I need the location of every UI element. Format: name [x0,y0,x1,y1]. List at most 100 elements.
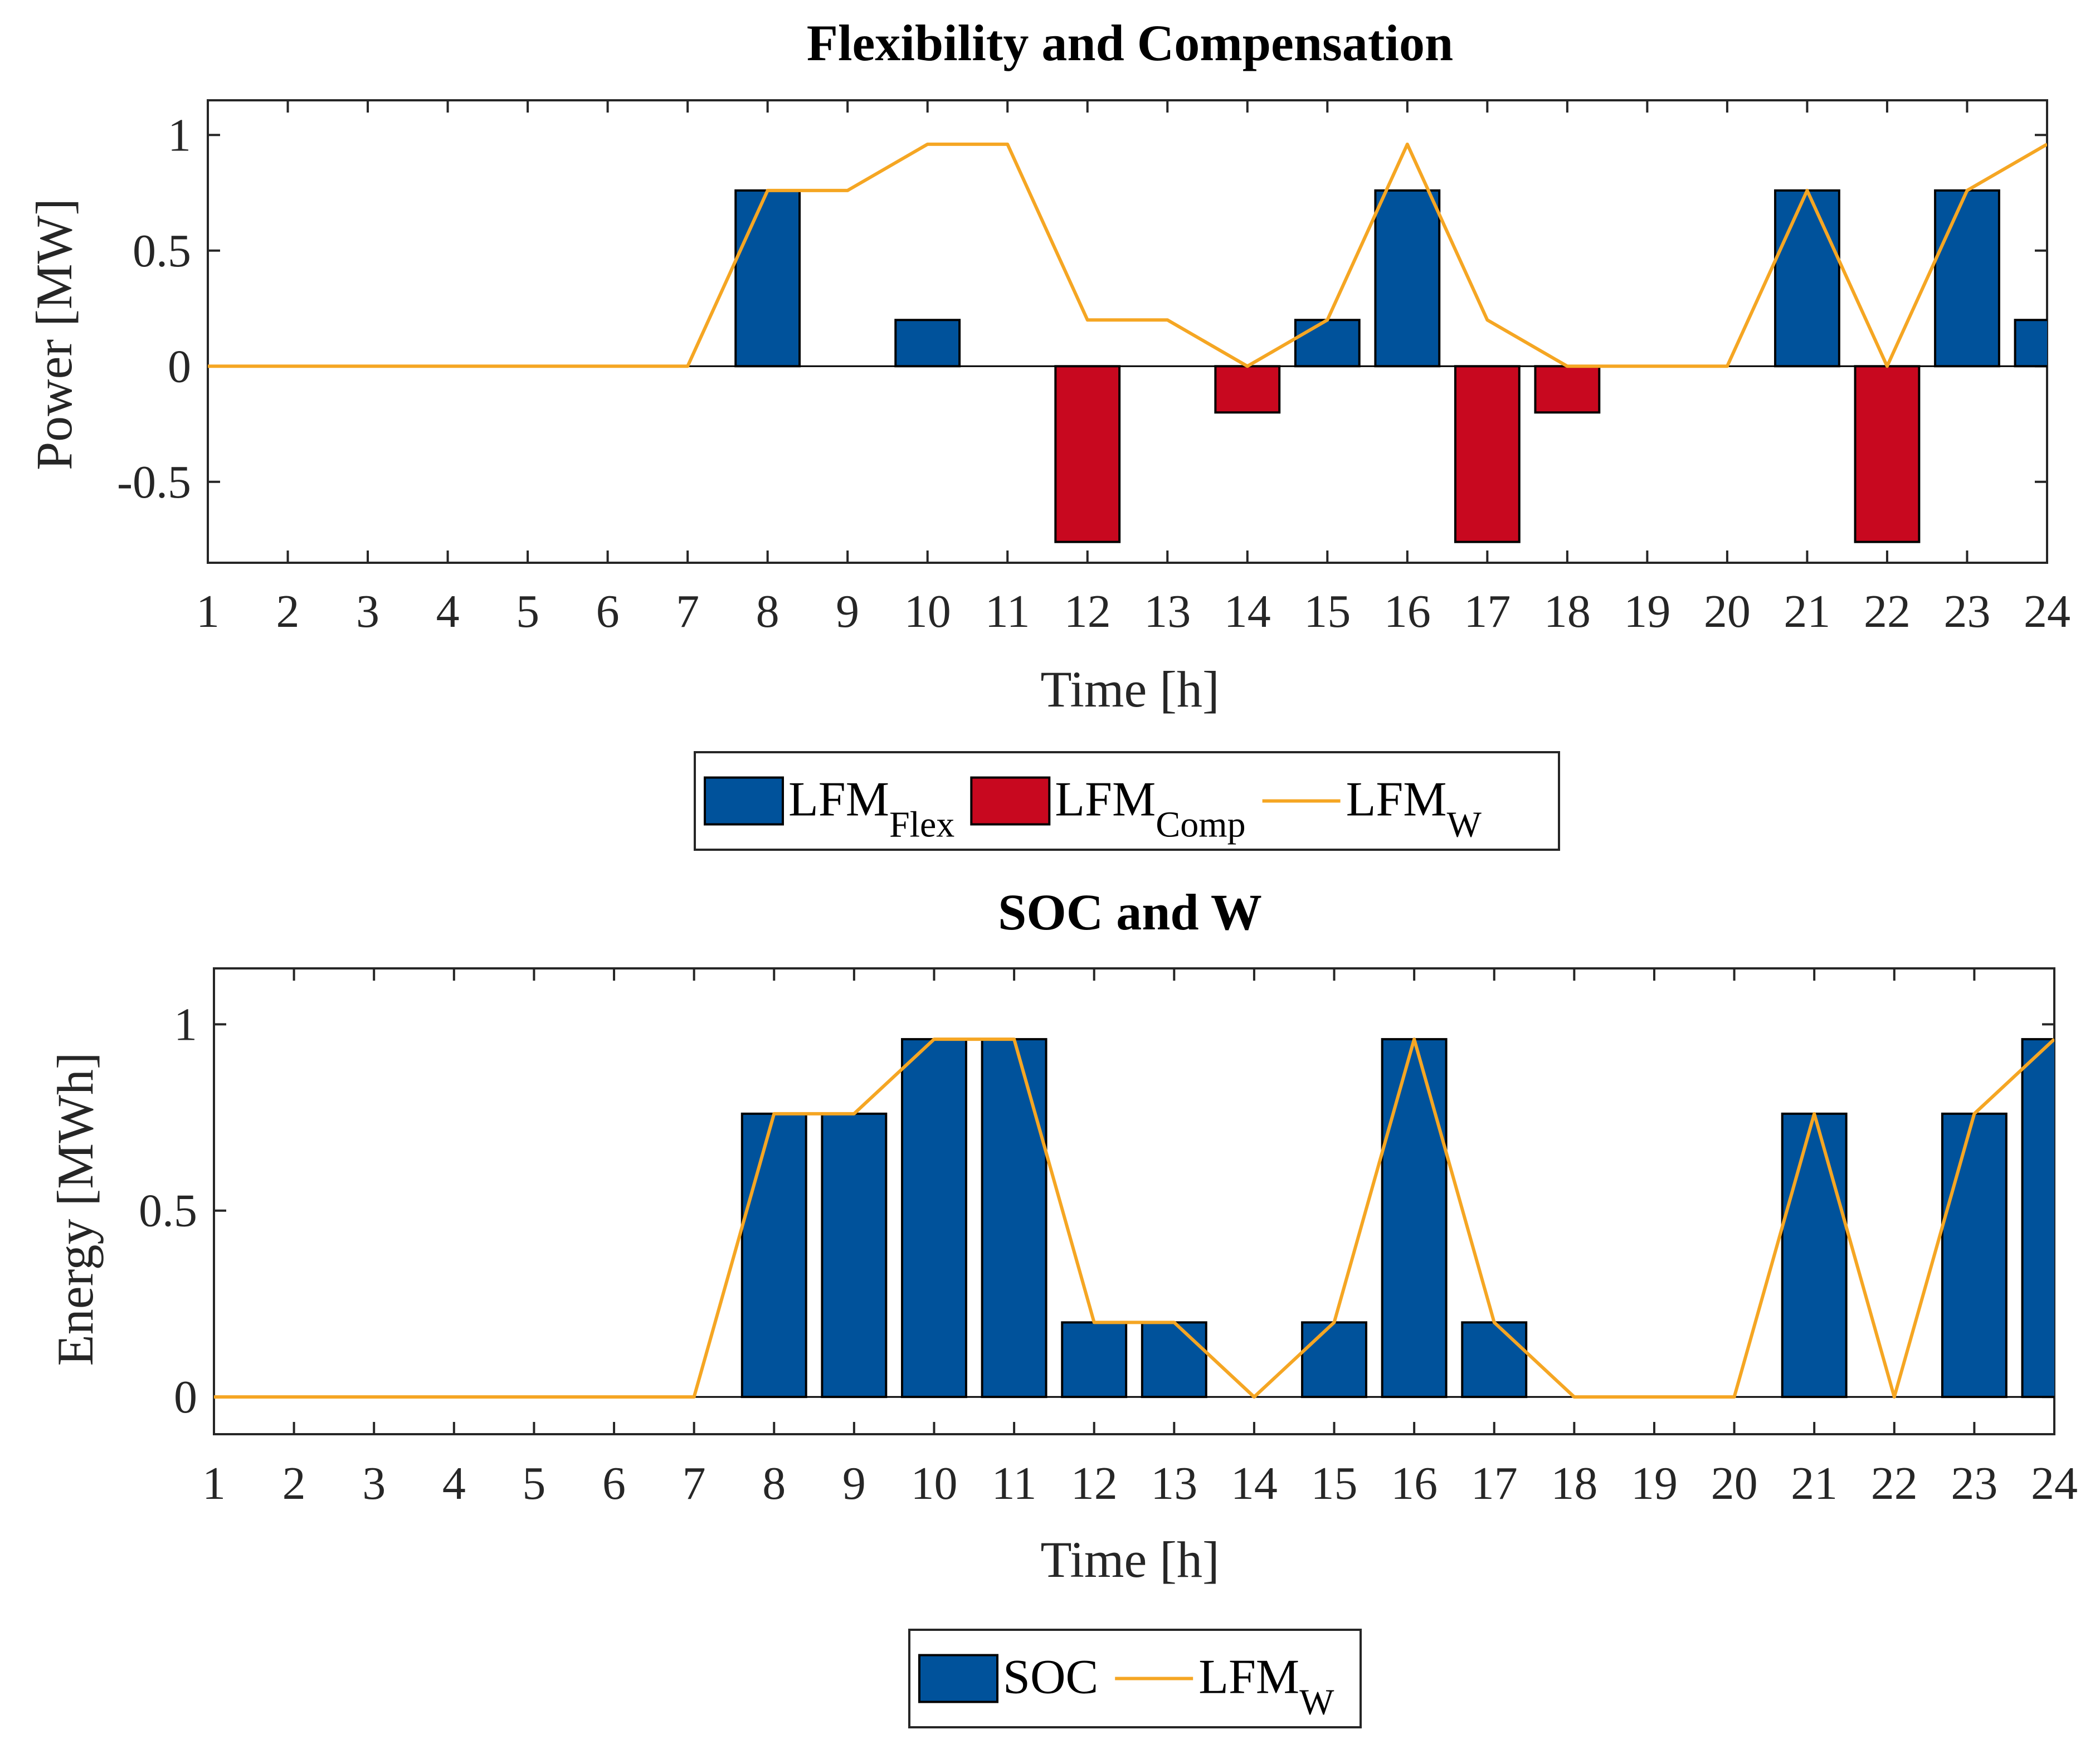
x-axis-label: Time [h] [1040,1531,1219,1588]
x-tick-label: 3 [356,586,379,637]
y-tick-label: 0 [168,340,191,392]
panel-flexibility-compensation: Flexibility and Compensation 1 2 3 4 5 6 7 8 9 10… [26,14,2070,851]
bar-soc [1301,1321,1367,1399]
legend-label: LFMW [1346,773,1482,845]
y-axis-label: Energy [MWh] [47,1053,104,1366]
y-tick-label: 0 [174,1371,197,1423]
line-lfm-w [208,142,2047,368]
y-axis-label: Power [MW] [26,198,82,470]
x-tick-label: 15 [1304,586,1351,637]
x-axis-label: Time [h] [1040,661,1219,718]
bar-lfm-flex [1374,189,1441,368]
x-tick-label: 6 [596,586,620,637]
x-tick-label: 20 [1704,586,1751,637]
chart-title: SOC and W [998,884,1262,941]
x-tick-label: 7 [676,586,699,637]
x-tick-label: 19 [1624,586,1670,637]
x-tick-label: 23 [1951,1458,1997,1509]
line-lfm-w [214,1037,2054,1399]
bar-soc [740,1112,807,1399]
y-tick-label: 1 [174,998,197,1050]
bar-lfm-comp [1054,365,1121,543]
bar-lfm-comp [1854,365,1921,543]
bar-soc [1061,1321,1128,1399]
legend-label-base: LFM [1346,773,1447,827]
x-tick-label: 8 [756,586,779,637]
bar-lfm-flex [894,319,961,368]
bar-soc [1141,1321,1207,1399]
bar-soc [1941,1112,2008,1399]
chart-title: Flexibility and Compensation [807,14,1453,71]
bar-lfm-flex [1294,319,1361,368]
panel-soc-w: SOC and W 1 2 3 4 5 6 7 8 9 10 11 12 13 14 15 16 17 18 19 2… [47,884,2078,1728]
x-tick-label: 16 [1391,1458,1438,1509]
x-tick-label: 12 [1064,586,1111,637]
marks [208,142,2047,543]
x-tick-label: 17 [1464,586,1511,637]
x-tick-label: 15 [1311,1458,1358,1509]
bar-soc [821,1112,888,1399]
x-tick-label: 22 [1864,586,1911,637]
x-tick-label: 13 [1151,1458,1197,1509]
legend-label-base: LFM [788,773,889,827]
x-tick-label: 21 [1791,1458,1838,1509]
legend-swatch-soc [918,1654,998,1703]
x-tick-label: 21 [1784,586,1830,637]
bar-soc [2021,1038,2054,1399]
legend-label-base: SOC [1003,1650,1098,1704]
x-tick-label: 5 [516,586,539,637]
x-tick-label: 9 [842,1458,866,1509]
bar-soc [1781,1112,1848,1399]
x-tick-label: 24 [2024,586,2070,637]
x-tick-label: 22 [1871,1458,1918,1509]
legend-label-base: LFM [1055,773,1156,827]
x-tick-label: 12 [1071,1458,1118,1509]
x-tick-label: 10 [904,586,951,637]
x-tick-label: 1 [196,586,220,637]
x-tick-label: 19 [1631,1458,1678,1509]
legend-label-base: LFM [1198,1650,1299,1704]
bar-lfm-comp [1214,365,1281,414]
x-tick-label: 18 [1551,1458,1597,1509]
legend-label: LFMFlex [788,773,954,845]
plot-area [207,99,2048,564]
legend-label-sub: W [1447,805,1482,845]
legend-box [694,751,1560,851]
x-tick-label: 8 [762,1458,786,1509]
bar-lfm-comp [1454,365,1521,543]
bar-soc [901,1038,967,1399]
x-tick-label: 10 [910,1458,957,1509]
x-tick-label: 3 [362,1458,386,1509]
legend-label: LFMW [1198,1650,1334,1723]
bar-soc [1461,1321,1528,1399]
bar-lfm-flex [734,189,801,368]
bar-lfm-comp [1534,365,1601,414]
legend-label: LFMComp [1055,773,1245,845]
legend-label: SOC [1003,1650,1098,1704]
legend-label-sub: Flex [889,805,954,845]
y-tick-label: -0.5 [117,456,191,508]
x-tick-label: 11 [985,586,1030,637]
y-tick-label: 1 [168,109,191,161]
legend-swatch-flex [704,776,784,826]
bar-soc [1381,1038,1448,1399]
y-tick-label: 0.5 [133,225,191,277]
x-tick-label: 11 [992,1458,1037,1509]
x-tick-label: 4 [436,586,460,637]
x-tick-label: 14 [1231,1458,1278,1509]
y-tick-label: 0.5 [139,1185,197,1237]
x-tick-label: 24 [2031,1458,2078,1509]
x-tick-label: 7 [683,1458,706,1509]
x-tick-label: 20 [1711,1458,1758,1509]
x-tick-label: 6 [602,1458,626,1509]
x-tick-label: 1 [202,1458,226,1509]
x-tick-label: 13 [1144,586,1191,637]
bar-lfm-flex [2014,319,2047,368]
x-tick-label: 17 [1471,1458,1518,1509]
plot-area [213,967,2055,1435]
bar-soc [981,1038,1047,1399]
x-tick-label: 9 [836,586,859,637]
x-tick-label: 4 [442,1458,466,1509]
legend-swatch-comp [970,776,1051,826]
